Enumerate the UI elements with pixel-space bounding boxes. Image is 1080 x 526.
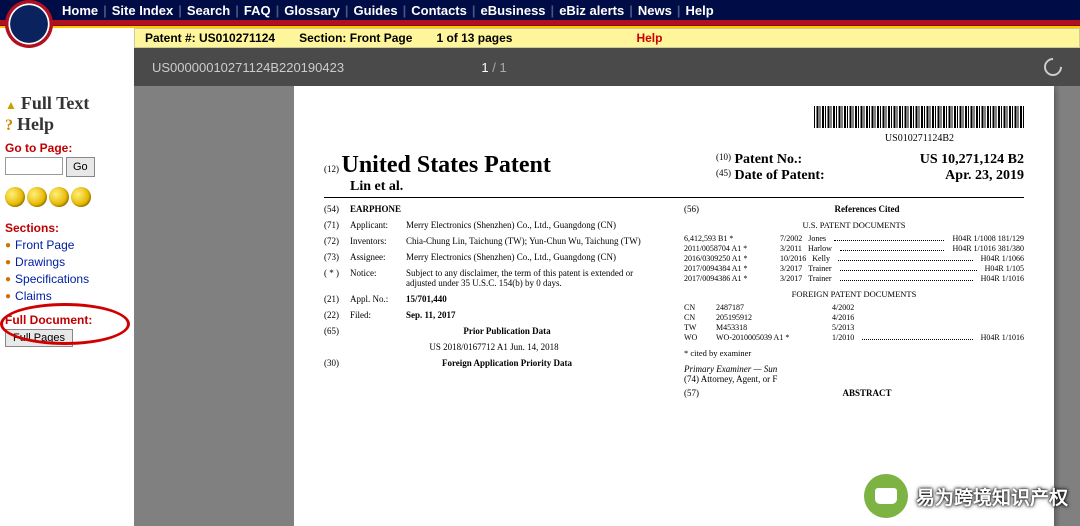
nav-contacts[interactable]: Contacts	[409, 3, 469, 18]
nav-home[interactable]: Home	[60, 3, 100, 18]
abstract-head: ABSTRACT	[710, 388, 1024, 398]
nav-faq[interactable]: FAQ	[242, 3, 273, 18]
pdf-page-indicator: 1 / 1	[481, 60, 506, 75]
coin-icon[interactable]	[27, 187, 47, 207]
patent-no-value: US 10,271,124 B2	[920, 152, 1024, 168]
top-nav: Home| Site Index| Search| FAQ| Glossary|…	[0, 0, 1080, 20]
sup-12: (12)	[324, 164, 339, 174]
info-help-link[interactable]: Help	[636, 31, 662, 45]
left-column: (54)EARPHONE (71)Applicant:Merry Electro…	[324, 204, 664, 404]
attorney: (74) Attorney, Agent, or F	[684, 374, 1024, 384]
triangle-up-icon	[5, 93, 17, 114]
barcode	[814, 106, 1024, 128]
info-patent-num: Patent #: US010271124	[145, 31, 275, 45]
pdf-toolbar: US00000010271124B220190423 1 / 1	[134, 48, 1080, 86]
section-front-page[interactable]: Front Page	[5, 238, 129, 252]
coin-icon[interactable]	[49, 187, 69, 207]
foreign-ref-row: CN24871874/2002	[684, 303, 1024, 312]
help-link[interactable]: Help	[5, 114, 129, 135]
nav-search[interactable]: Search	[185, 3, 232, 18]
foreign-ref-row: WOWO-2010005039 A1 *1/2010H04R 1/1016	[684, 333, 1024, 342]
foreign-app-head: Foreign Application Priority Data	[350, 358, 664, 368]
go-button[interactable]: Go	[66, 157, 95, 177]
full-pages-button[interactable]: Full Pages	[5, 329, 73, 347]
question-icon	[5, 114, 13, 135]
section-drawings[interactable]: Drawings	[5, 255, 129, 269]
section-claims[interactable]: Claims	[5, 289, 129, 303]
doc-title: United States Patent	[342, 152, 551, 178]
date-patent-value: Apr. 23, 2019	[945, 168, 1024, 184]
full-text-link[interactable]: Full Text	[5, 93, 129, 114]
goto-page-input[interactable]	[5, 157, 63, 175]
us-ref-row: 2017/0094384 A1 *3/2017TrainerH04R 1/105	[684, 264, 1024, 273]
goto-label: Go to Page:	[5, 141, 129, 155]
notice: Subject to any disclaimer, the term of t…	[406, 268, 664, 288]
nav-guides[interactable]: Guides	[352, 3, 400, 18]
coin-icon[interactable]	[5, 187, 25, 207]
agency-seal	[5, 0, 53, 48]
foreign-ref-row: TWM4533185/2013	[684, 323, 1024, 332]
barcode-text: US010271124B2	[324, 133, 1024, 144]
sidebar: Full Text Help Go to Page: Go Sections: …	[0, 28, 134, 526]
inventors: Chia-Chung Lin, Taichung (TW); Yun-Chun …	[406, 236, 664, 246]
document-viewer: Patent #: US010271124 Section: Front Pag…	[134, 28, 1080, 526]
info-pages: 1 of 13 pages	[436, 31, 512, 45]
full-document-label: Full Document:	[5, 313, 129, 327]
us-ref-row: 2017/0094386 A1 *3/2017TrainerH04R 1/101…	[684, 274, 1024, 283]
sections-label: Sections:	[5, 221, 129, 235]
primary-examiner: Primary Examiner — Sun	[684, 364, 1024, 374]
coin-icon[interactable]	[71, 187, 91, 207]
foreign-ref-row: CN2051959124/2016	[684, 313, 1024, 322]
us-ref-row: 2011/0058704 A1 *3/2011HarlowH04R 1/1016…	[684, 244, 1024, 253]
info-bar: Patent #: US010271124 Section: Front Pag…	[134, 28, 1080, 48]
cited-by-examiner: * cited by examiner	[684, 348, 1024, 358]
prior-pub-head: Prior Publication Data	[350, 326, 664, 336]
section-specifications[interactable]: Specifications	[5, 272, 129, 286]
doc-authors: Lin et al.	[350, 179, 403, 194]
date-patent-label: Date of Patent:	[735, 168, 825, 184]
us-docs-head: U.S. PATENT DOCUMENTS	[684, 220, 1024, 230]
patent-page: US010271124B2 (12) United States Patent …	[294, 86, 1054, 526]
filed: Sep. 11, 2017	[406, 310, 664, 320]
refs-cited-head: References Cited	[710, 204, 1024, 214]
applicant: Merry Electronics (Shenzhen) Co., Ltd., …	[406, 220, 664, 230]
right-column: (56)References Cited U.S. PATENT DOCUMEN…	[684, 204, 1024, 404]
reload-icon[interactable]	[1040, 54, 1065, 79]
prior-pub-line: US 2018/0167712 A1 Jun. 14, 2018	[324, 342, 664, 352]
patent-no-label: Patent No.:	[735, 152, 803, 168]
assignee: Merry Electronics (Shenzhen) Co., Ltd., …	[406, 252, 664, 262]
us-ref-row: 6,412,593 B1 *7/2002JonesH04R 1/1008 181…	[684, 234, 1024, 243]
info-section: Section: Front Page	[299, 31, 412, 45]
invention-title: EARPHONE	[350, 204, 664, 214]
nav-ebusiness[interactable]: eBusiness	[479, 3, 548, 18]
nav-ebiz-alerts[interactable]: eBiz alerts	[557, 3, 626, 18]
foreign-docs-head: FOREIGN PATENT DOCUMENTS	[684, 289, 1024, 299]
pdf-filename: US00000010271124B220190423	[152, 60, 344, 75]
us-ref-row: 2016/0309250 A1 *10/2016KellyH04R 1/1066	[684, 254, 1024, 263]
nav-site-index[interactable]: Site Index	[110, 3, 175, 18]
nav-help[interactable]: Help	[683, 3, 715, 18]
nav-news[interactable]: News	[636, 3, 674, 18]
coin-nav	[5, 187, 129, 207]
nav-glossary[interactable]: Glossary	[282, 3, 342, 18]
appl-no: 15/701,440	[406, 294, 664, 304]
